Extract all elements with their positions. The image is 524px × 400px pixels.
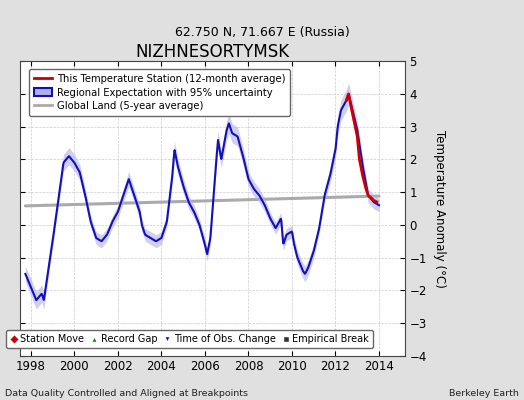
Legend: Station Move, Record Gap, Time of Obs. Change, Empirical Break: Station Move, Record Gap, Time of Obs. C… bbox=[6, 330, 373, 348]
Text: 62.750 N, 71.667 E (Russia): 62.750 N, 71.667 E (Russia) bbox=[174, 26, 350, 39]
Text: Data Quality Controlled and Aligned at Breakpoints: Data Quality Controlled and Aligned at B… bbox=[5, 389, 248, 398]
Title: NIZHNESORTYMSK: NIZHNESORTYMSK bbox=[136, 43, 290, 61]
Text: Berkeley Earth: Berkeley Earth bbox=[449, 389, 519, 398]
Y-axis label: Temperature Anomaly (°C): Temperature Anomaly (°C) bbox=[433, 130, 446, 288]
